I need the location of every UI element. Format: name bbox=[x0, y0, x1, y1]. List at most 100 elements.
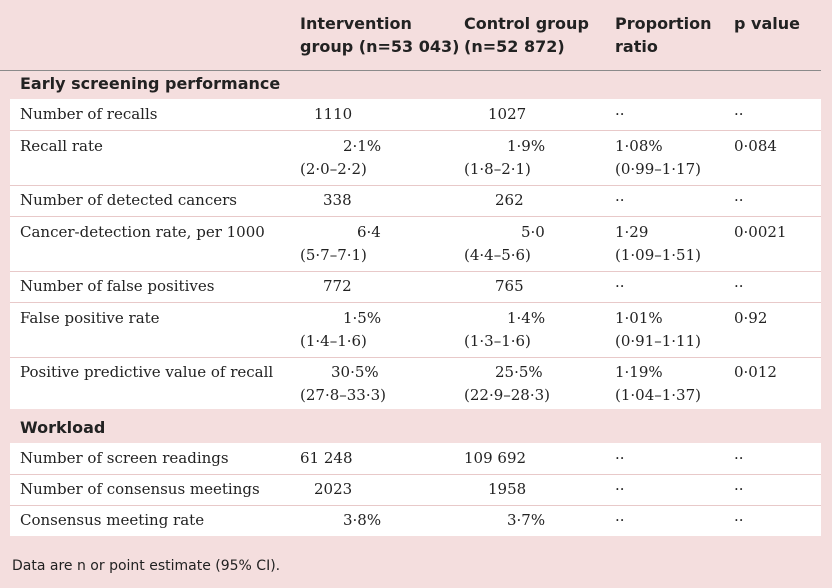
intervention-value: 338 bbox=[323, 191, 352, 209]
ratio-value: ·· bbox=[615, 480, 625, 498]
intervention-value: 6·4 (5·7–7·1) bbox=[300, 221, 381, 267]
intervention-value: 61 248 bbox=[300, 449, 353, 467]
intervention-ci: (1·4–1·6) bbox=[300, 332, 367, 350]
control-ci: (1·3–1·6) bbox=[464, 332, 531, 350]
header-divider bbox=[0, 70, 821, 71]
header-control-line1: Control group bbox=[464, 14, 589, 33]
p-value: 0·084 bbox=[734, 137, 777, 155]
header-control: Control group (n=52 872) bbox=[464, 12, 589, 58]
intervention-ci: (2·0–2·2) bbox=[300, 160, 367, 178]
control-value: 1027 bbox=[488, 105, 527, 123]
row-divider bbox=[10, 271, 821, 272]
ratio-ci: (0·91–1·11) bbox=[615, 332, 702, 350]
p-value: 0·0021 bbox=[734, 223, 787, 241]
control-value: 3·7% bbox=[507, 511, 546, 529]
row-label: Cancer-detection rate, per 1000 bbox=[20, 223, 265, 241]
row-label: Recall rate bbox=[20, 137, 103, 155]
ratio-value: 1·29 (1·09–1·51) bbox=[615, 221, 701, 267]
row-label: Number of recalls bbox=[20, 105, 158, 123]
control-value: 765 bbox=[495, 277, 524, 295]
intervention-point: 6·4 bbox=[357, 223, 381, 241]
control-value: 1958 bbox=[488, 480, 527, 498]
section-panel-workload: Number of screen readings 61 248 109 692… bbox=[10, 443, 821, 536]
row-divider bbox=[10, 505, 821, 506]
row-label: False positive rate bbox=[20, 309, 160, 327]
row-divider bbox=[10, 357, 821, 358]
row-divider bbox=[10, 302, 821, 303]
control-value: 262 bbox=[495, 191, 524, 209]
intervention-point: 1·5% bbox=[343, 309, 382, 327]
control-value: 1·9% (1·8–2·1) bbox=[464, 135, 545, 181]
header-intervention-line2: group (n=53 043) bbox=[300, 37, 460, 56]
ratio-value: ·· bbox=[615, 105, 625, 123]
row-label: Number of screen readings bbox=[20, 449, 229, 467]
control-point: 1·4% bbox=[507, 309, 546, 327]
row-label: Number of consensus meetings bbox=[20, 480, 260, 498]
control-value: 1·4% (1·3–1·6) bbox=[464, 307, 545, 353]
p-value: 0·92 bbox=[734, 309, 768, 327]
intervention-value: 3·8% bbox=[343, 511, 382, 529]
header-pvalue-line1: p value bbox=[734, 14, 800, 33]
ratio-ci: (1·04–1·37) bbox=[615, 386, 702, 404]
control-value: 25·5% (22·9–28·3) bbox=[464, 361, 550, 407]
control-point: 1·9% bbox=[507, 137, 546, 155]
ratio-point: 1·19% bbox=[615, 363, 663, 381]
intervention-ci: (5·7–7·1) bbox=[300, 246, 367, 264]
intervention-value: 30·5% (27·8–33·3) bbox=[300, 361, 386, 407]
ratio-value: 1·01% (0·91–1·11) bbox=[615, 307, 701, 353]
header-ratio-line2: ratio bbox=[615, 37, 658, 56]
control-point: 25·5% bbox=[495, 363, 543, 381]
control-value: 109 692 bbox=[464, 449, 527, 467]
section-panel-early-screening: Number of recalls 1110 1027 ·· ·· Recall… bbox=[10, 99, 821, 409]
ratio-ci: (0·99–1·17) bbox=[615, 160, 702, 178]
intervention-value: 1·5% (1·4–1·6) bbox=[300, 307, 381, 353]
p-value: 0·012 bbox=[734, 363, 777, 381]
intervention-value: 772 bbox=[323, 277, 352, 295]
ratio-value: ·· bbox=[615, 449, 625, 467]
ratio-value: ·· bbox=[615, 511, 625, 529]
header-ratio: Proportion ratio bbox=[615, 12, 711, 58]
intervention-value: 2·1% (2·0–2·2) bbox=[300, 135, 381, 181]
p-value: ·· bbox=[734, 480, 744, 498]
header-ratio-line1: Proportion bbox=[615, 14, 712, 33]
header-intervention: Intervention group (n=53 043) bbox=[300, 12, 459, 58]
intervention-ci: (27·8–33·3) bbox=[300, 386, 387, 404]
p-value: ·· bbox=[734, 511, 744, 529]
intervention-value: 1110 bbox=[314, 105, 353, 123]
ratio-value: ·· bbox=[615, 277, 625, 295]
intervention-point: 30·5% bbox=[331, 363, 379, 381]
p-value: ·· bbox=[734, 277, 744, 295]
ratio-point: 1·01% bbox=[615, 309, 663, 327]
ratio-ci: (1·09–1·51) bbox=[615, 246, 702, 264]
p-value: ·· bbox=[734, 191, 744, 209]
section-title-early-screening: Early screening performance bbox=[20, 74, 281, 93]
row-label: Consensus meeting rate bbox=[20, 511, 205, 529]
intervention-value: 2023 bbox=[314, 480, 353, 498]
control-ci: (4·4–5·6) bbox=[464, 246, 531, 264]
table-footnote: Data are n or point estimate (95% CI). bbox=[12, 558, 281, 574]
row-divider bbox=[10, 216, 821, 217]
row-divider bbox=[10, 130, 821, 131]
header-control-line2: (n=52 872) bbox=[464, 37, 565, 56]
table-header: Intervention group (n=53 043) Control gr… bbox=[0, 0, 832, 70]
ratio-value: ·· bbox=[615, 191, 625, 209]
row-label: Number of false positives bbox=[20, 277, 215, 295]
row-divider bbox=[10, 474, 821, 475]
control-value: 5·0 (4·4–5·6) bbox=[464, 221, 545, 267]
p-value: ·· bbox=[734, 105, 744, 123]
section-title-workload: Workload bbox=[20, 418, 106, 437]
ratio-point: 1·08% bbox=[615, 137, 663, 155]
ratio-value: 1·08% (0·99–1·17) bbox=[615, 135, 701, 181]
header-intervention-line1: Intervention bbox=[300, 14, 412, 33]
control-ci: (1·8–2·1) bbox=[464, 160, 531, 178]
control-point: 5·0 bbox=[521, 223, 545, 241]
ratio-point: 1·29 bbox=[615, 223, 649, 241]
header-pvalue: p value bbox=[734, 12, 800, 35]
row-divider bbox=[10, 185, 821, 186]
row-label: Number of detected cancers bbox=[20, 191, 237, 209]
p-value: ·· bbox=[734, 449, 744, 467]
ratio-value: 1·19% (1·04–1·37) bbox=[615, 361, 701, 407]
control-ci: (22·9–28·3) bbox=[464, 386, 551, 404]
row-label: Positive predictive value of recall bbox=[20, 363, 274, 381]
intervention-point: 2·1% bbox=[343, 137, 382, 155]
